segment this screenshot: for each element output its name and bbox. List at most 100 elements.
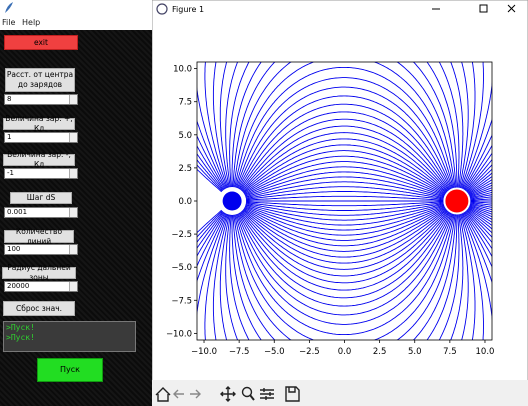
field-line <box>240 204 446 236</box>
field-label: Величина зар. -, Кл <box>3 150 75 169</box>
field-line <box>234 86 453 194</box>
field-line <box>240 203 446 226</box>
ticks: −10.0 −7.5 −5.0 −2.5 0.0 2.5 5.0 7.5 10.0 −10.0 −7… <box>166 65 495 357</box>
close-button[interactable] <box>507 4 516 13</box>
y-tick-label: 5.0 <box>178 131 192 141</box>
field-line <box>240 171 446 199</box>
field-line <box>241 201 445 207</box>
field-line <box>234 208 454 325</box>
field-line <box>232 62 457 194</box>
field-line <box>239 186 445 201</box>
spinner <box>69 169 77 178</box>
x-tick-label: −5.0 <box>264 347 285 357</box>
field-line <box>238 155 447 198</box>
field-label: Шаг dS <box>10 192 72 204</box>
input-value: 1 <box>7 133 12 141</box>
label-line: Расст. от центра <box>6 70 74 79</box>
reset-button[interactable]: Сброс знач. <box>3 301 75 316</box>
field-line <box>238 144 448 197</box>
start-button[interactable]: Пуск <box>37 358 103 382</box>
field-line <box>240 176 446 199</box>
field-line <box>237 125 450 195</box>
save-button[interactable] <box>285 386 300 402</box>
console: >Пуск! >Пуск! <box>3 321 136 352</box>
field-line <box>235 103 452 194</box>
y-tick-label: −5.0 <box>171 263 192 273</box>
spinner <box>69 95 77 104</box>
field-line <box>212 207 476 340</box>
field-label: Расст. от центра до зарядов <box>5 68 75 92</box>
field-line <box>204 62 484 193</box>
app-icon <box>5 2 13 13</box>
maximize-button[interactable] <box>479 4 488 13</box>
field-line <box>239 205 447 252</box>
field-line <box>240 201 445 211</box>
field-line <box>237 138 448 197</box>
menu-bar: File Help <box>0 16 152 30</box>
control-panel: File Help exit Расст. от центра до зарядо… <box>0 0 152 406</box>
zoom-button[interactable] <box>241 386 255 401</box>
home-button[interactable] <box>155 387 171 402</box>
field-line <box>237 207 450 284</box>
x-tick-label: 2.5 <box>373 347 387 357</box>
toolbar <box>152 380 528 406</box>
field-line <box>234 77 454 194</box>
exit-button[interactable]: exit <box>4 35 78 50</box>
input-value: -1 <box>7 169 14 177</box>
field-line <box>204 209 484 340</box>
x-tick-label: 10.0 <box>476 347 495 357</box>
field-line <box>241 195 445 201</box>
x-tick-label: 0.0 <box>338 347 352 357</box>
y-tick-label: 2.5 <box>178 164 192 174</box>
spinner <box>69 208 77 217</box>
charges <box>218 187 471 215</box>
field-line <box>239 181 445 200</box>
input-field[interactable]: 20000 <box>4 281 78 292</box>
negative-charge <box>222 191 242 211</box>
field-line <box>229 62 460 193</box>
field-line <box>231 209 458 340</box>
window-icon <box>156 3 168 15</box>
field-line <box>239 150 447 197</box>
input-value: 0.001 <box>7 208 28 216</box>
input-value: 20000 <box>7 282 30 290</box>
x-tick-label: −7.5 <box>229 347 250 357</box>
input-field[interactable]: 100 <box>4 244 78 255</box>
field-line <box>237 132 449 196</box>
field-line <box>235 208 452 307</box>
field-line <box>239 204 447 241</box>
x-tick-label: −10.0 <box>191 347 217 357</box>
input-field[interactable]: -1 <box>4 168 78 179</box>
spinner <box>69 282 77 291</box>
input-field[interactable]: 1 <box>4 132 78 143</box>
field-line <box>235 95 452 194</box>
field-line <box>236 111 451 194</box>
field-line <box>232 62 456 193</box>
input-value: 8 <box>7 95 12 103</box>
field-line <box>225 62 464 194</box>
configure-button[interactable] <box>260 388 274 400</box>
field-line <box>219 62 469 193</box>
input-field[interactable]: 0.001 <box>4 207 78 218</box>
menu-item[interactable]: Help <box>22 18 41 27</box>
field-line <box>233 62 455 193</box>
field-label: Величина зар. +, Кл <box>3 114 75 133</box>
forward-button[interactable] <box>190 389 201 399</box>
app-titlebar <box>0 0 152 16</box>
input-value: 100 <box>7 245 21 253</box>
x-tick-label: −2.5 <box>299 347 320 357</box>
figure-window: Figure 1 −10.0 −7.5 −5.0 −2.5 0.0 2.5 5.0 7.5 10… <box>152 0 528 406</box>
field-line <box>238 204 447 247</box>
field-line <box>234 208 453 316</box>
y-tick-label: 10.0 <box>173 65 192 75</box>
back-button[interactable] <box>173 389 184 399</box>
menu-item[interactable]: File <box>2 18 16 27</box>
field-line <box>232 208 457 340</box>
input-field[interactable]: 8 <box>4 94 78 105</box>
window-title: Figure 1 <box>172 5 204 14</box>
pan-button[interactable] <box>220 386 236 402</box>
field-line <box>238 205 448 258</box>
field-line <box>233 209 455 336</box>
field-line <box>237 205 448 264</box>
field-line <box>219 209 469 340</box>
